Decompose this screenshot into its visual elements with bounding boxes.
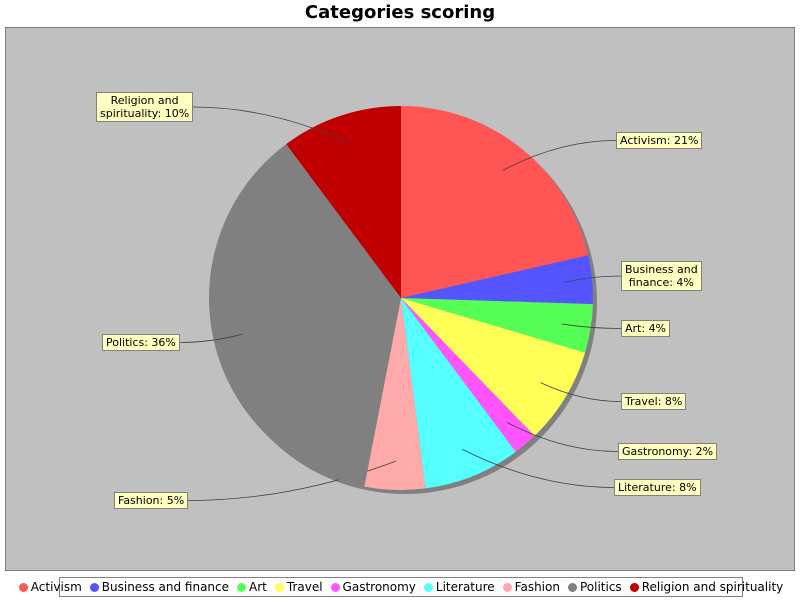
pie-slice-fashion <box>364 298 426 491</box>
slice-label: Religion and spirituality: 10% <box>96 92 194 122</box>
leader-line <box>462 448 615 488</box>
legend-item: Activism <box>18 580 82 594</box>
slice-label: Activism: 21% <box>616 132 703 149</box>
legend-swatch <box>89 582 99 592</box>
legend-swatch <box>629 582 639 592</box>
legend-item: Literature <box>423 580 495 594</box>
legend-swatch <box>274 582 284 592</box>
slice-label: Fashion: 5% <box>114 492 189 509</box>
leader-line <box>192 106 350 144</box>
pie-slice-business-and-finance <box>401 255 593 305</box>
legend: Activism Business and finance Art Travel Gas… <box>18 577 783 597</box>
leader-line <box>506 421 619 452</box>
leader-line <box>563 275 622 283</box>
pie-slice-gastronomy <box>401 298 535 452</box>
slice-label: Business and finance: 4% <box>621 261 702 291</box>
legend-item: Business and finance <box>89 580 230 594</box>
leader-line <box>179 333 242 343</box>
slice-label: Art: 4% <box>621 320 671 337</box>
legend-label: Politics <box>579 580 622 594</box>
legend-label: Travel <box>286 580 323 594</box>
legend-item: Gastronomy <box>330 580 416 594</box>
legend-swatch <box>502 582 512 592</box>
legend-label: Business and finance <box>101 580 230 594</box>
slice-label: Literature: 8% <box>614 479 701 496</box>
legend-swatch <box>18 582 28 592</box>
pie-slice-travel <box>401 298 586 436</box>
legend-item: Fashion <box>502 580 560 594</box>
leader-line <box>187 460 396 501</box>
slice-label: Travel: 8% <box>621 393 687 410</box>
legend-label: Literature <box>435 580 495 594</box>
legend-label: Art <box>249 580 267 594</box>
legend-label: Gastronomy <box>342 580 416 594</box>
leader-line <box>502 140 617 171</box>
leader-line <box>562 323 622 329</box>
slice-label: Politics: 36% <box>102 334 180 351</box>
legend-label: Activism <box>30 580 82 594</box>
legend-swatch <box>423 582 433 592</box>
chart-title: Categories scoring <box>304 2 496 23</box>
legend-item: Religion and spirituality <box>629 580 784 594</box>
legend-swatch <box>567 582 577 592</box>
leader-line <box>540 382 622 402</box>
plot-area: Activism: 21% Business and finance: 4% Art… <box>5 27 795 571</box>
legend-item: Art <box>237 580 267 594</box>
legend-item: Travel <box>274 580 323 594</box>
pie-slice-literature <box>401 298 516 489</box>
pie-slice-activism <box>401 106 589 298</box>
legend-swatch <box>237 582 247 592</box>
legend-label: Religion and spirituality <box>641 580 784 594</box>
legend-swatch <box>330 582 340 592</box>
legend-label: Fashion <box>514 580 560 594</box>
pie-slice-art <box>401 298 593 353</box>
pie-slice-politics <box>209 144 401 487</box>
pie-chart <box>179 106 622 501</box>
legend-item: Politics <box>567 580 622 594</box>
pie-slice-religion-and-spirituality <box>286 106 401 298</box>
slice-label: Gastronomy: 2% <box>618 443 718 460</box>
